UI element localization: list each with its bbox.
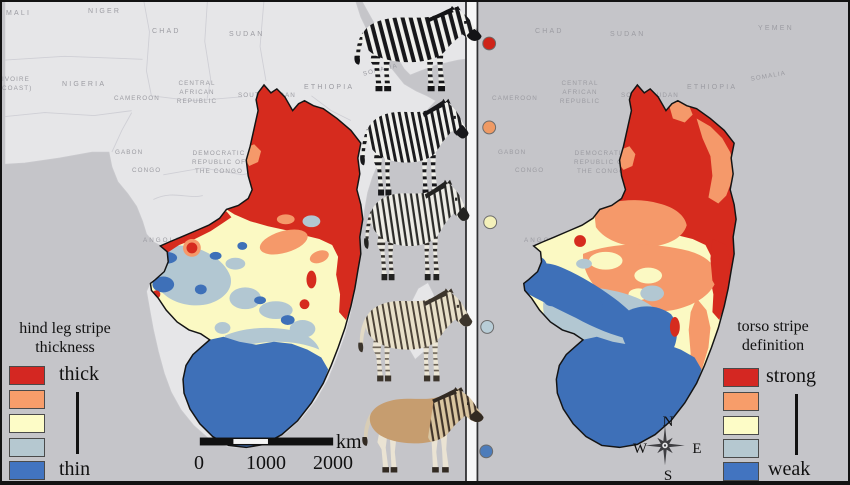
specimen-dot-5 xyxy=(479,444,494,459)
label-angola: ANGOLA xyxy=(143,237,182,244)
label-congo: CONGO xyxy=(132,167,162,174)
compass-east: E xyxy=(692,441,702,457)
label-cameroon: CAMEROON xyxy=(114,95,160,102)
legend-swatch-left-2 xyxy=(9,390,45,409)
label-ivory-coast: IVOIRE COAST) xyxy=(2,76,33,93)
zebra-photo-2 xyxy=(360,98,469,196)
scale-tick-0: 0 xyxy=(194,452,204,474)
scale-tick-1000: 1000 xyxy=(246,452,286,474)
label-sudan: SUDAN xyxy=(229,31,265,38)
label-nigeria: NIGERIA xyxy=(62,81,107,88)
label-chad-right: CHAD xyxy=(535,28,564,35)
compass-west: W xyxy=(632,441,648,457)
legend-swatch-left-1 xyxy=(9,366,45,385)
orange-patches-left xyxy=(150,144,329,267)
legend-swatch-left-4 xyxy=(9,438,45,457)
legend-range-line-left xyxy=(76,392,79,454)
compass-south: S xyxy=(663,468,673,484)
legend-swatch-right-4 xyxy=(723,439,759,458)
legend-range-line-right xyxy=(795,394,798,455)
legend-max-right: strong xyxy=(766,365,816,387)
scale-unit: km xyxy=(336,431,362,453)
specimen-dot-3 xyxy=(483,215,498,230)
label-chad: CHAD xyxy=(152,28,181,35)
legend-min-right: weak xyxy=(768,458,811,480)
label-gabon: GABON xyxy=(115,149,144,156)
label-gabon-right: GABON xyxy=(498,149,527,156)
label-ethiopia: ETHIOPIA xyxy=(304,84,355,91)
compass-north: N xyxy=(662,414,674,430)
label-sudan-right: SUDAN xyxy=(610,31,646,38)
label-congo-right: CONGO xyxy=(515,167,545,174)
legend-swatch-right-1 xyxy=(723,368,759,387)
specimen-dot-1 xyxy=(482,36,497,51)
legend-min-left: thin xyxy=(59,458,91,480)
label-drc: DEMOCRATIC REPUBLIC OF THE CONGO xyxy=(191,150,247,176)
label-niger: NIGER xyxy=(88,8,122,15)
legend-title-left: hind leg stripe thickness xyxy=(19,320,111,356)
legend-swatch-right-5 xyxy=(723,462,759,481)
label-yemen: YEMEN xyxy=(758,25,794,32)
legend-swatch-right-3 xyxy=(723,416,759,435)
label-car-right: CENTRAL AFRICAN REPUBLIC xyxy=(559,80,601,106)
range-overlay-right xyxy=(523,84,737,449)
cream-patches-right xyxy=(568,239,663,301)
range-overlay-left xyxy=(149,84,364,449)
label-ethiopia-right: ETHIOPIA xyxy=(687,84,738,91)
legend-max-left: thick xyxy=(59,363,99,385)
specimen-dot-4 xyxy=(480,320,495,334)
label-angola-right: ANGOLA xyxy=(524,237,563,244)
compass-rose xyxy=(645,425,685,466)
zebra-photo-1 xyxy=(354,5,482,92)
label-cameroon-right: CAMEROON xyxy=(492,95,538,102)
scale-tick-2000: 2000 xyxy=(313,452,353,474)
legend-title-right: torso stripe definition xyxy=(737,318,809,354)
legend-swatch-right-2 xyxy=(723,392,759,411)
specimen-dot-2 xyxy=(482,120,497,135)
legend-swatch-left-3 xyxy=(9,414,45,433)
zebra-photo-4 xyxy=(358,288,473,382)
panel-divider xyxy=(465,2,479,481)
scale-bar xyxy=(199,437,334,446)
label-mali: MALI xyxy=(6,10,32,17)
legend-swatch-left-5 xyxy=(9,461,45,480)
label-car: CENTRAL AFRICAN REPUBLIC xyxy=(176,80,218,106)
